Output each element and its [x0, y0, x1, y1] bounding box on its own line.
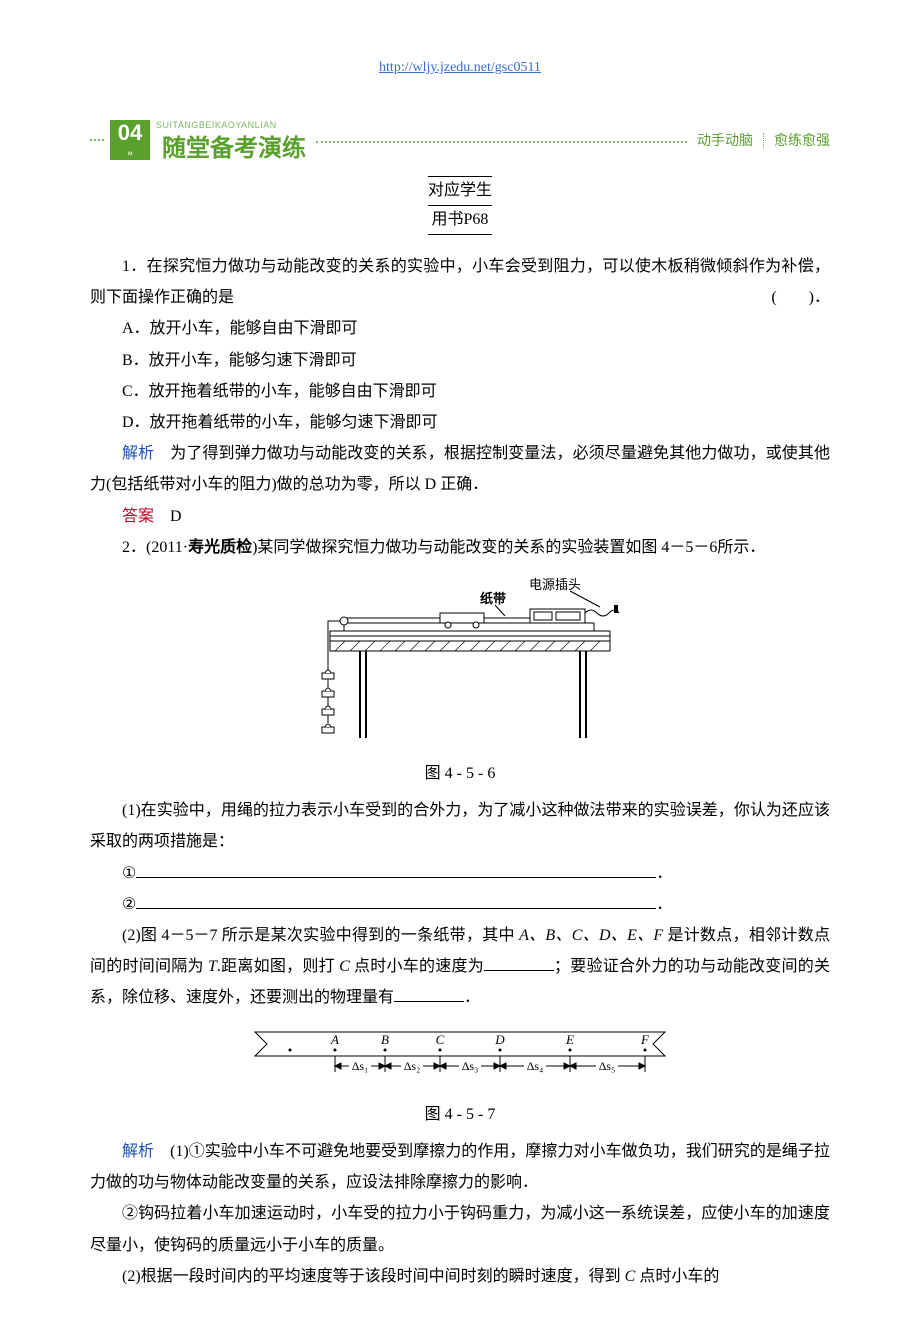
q1-answer: 答案 D: [90, 501, 830, 532]
q2-explain-1-text: (1)①实验中小车不可避免地要受到摩擦力的作用，摩擦力对小车做负功，我们研究的是…: [90, 1143, 830, 1191]
q2-stem-bold: 寿光质检: [188, 539, 252, 556]
q1-stem: 1．在探究恒力做功与动能改变的关系的实验中，小车会受到阻力，可以使木板稍微倾斜作…: [90, 251, 830, 313]
q2-stem: 2．(2011·寿光质检)某同学做探究恒力做功与动能改变的关系的实验装置如图 4…: [90, 532, 830, 563]
svg-text:Δs₂: Δs₂: [404, 1059, 421, 1073]
q1-answer-text: D: [154, 508, 182, 525]
q2-blank1-tail: ．: [656, 865, 672, 882]
svg-text:B: B: [381, 1032, 389, 1047]
reference-box: 对应学生 用书P68: [90, 174, 830, 237]
q1-explain-text: 为了得到弹力做功与动能改变的关系，根据控制变量法，必须尽量避免其他力做功，或使其…: [90, 445, 830, 493]
body: 1．在探究恒力做功与动能改变的关系的实验中，小车会受到阻力，可以使木板稍微倾斜作…: [90, 251, 830, 1292]
svg-text:A: A: [330, 1032, 339, 1047]
q2-blank2-tail: ．: [656, 896, 672, 913]
banner-slogan-left: 动手动脑: [697, 132, 753, 148]
q2-explain-3a: (2)根据一段时间内的平均速度等于该段时间中间时刻的瞬时速度，得到: [122, 1268, 625, 1285]
q1-stem-text: 1．在探究恒力做功与动能改变的关系的实验中，小车会受到阻力，可以使木板稍微倾斜作…: [90, 258, 830, 306]
blank-line-3: [484, 954, 554, 971]
q1-option-c: C．放开拖着纸带的小车，能够自由下滑即可: [90, 376, 830, 407]
apparatus-diagram: 电源插头 纸带: [300, 573, 620, 743]
q1-option-a: A．放开小车，能够自由下滑即可: [90, 313, 830, 344]
q2-p2-c: .距离如图，则打: [217, 958, 339, 975]
svg-text:Δs₄: Δs₄: [527, 1059, 544, 1073]
svg-text:C: C: [436, 1032, 445, 1047]
banner-number-box: 04 »: [110, 120, 150, 160]
banner-slogan-sep: [763, 133, 764, 149]
q2-explain-label: 解析: [122, 1143, 154, 1160]
svg-text:D: D: [494, 1032, 505, 1047]
reference-bottom: 用书P68: [428, 208, 492, 232]
svg-text:Δs₃: Δs₃: [462, 1059, 479, 1073]
q2-stem-a: 2．(2011·: [122, 539, 188, 556]
q2-explain-1: 解析 (1)①实验中小车不可避免地要受到摩擦力的作用，摩擦力对小车做负功，我们研…: [90, 1136, 830, 1198]
q2-blank1-label: ①: [122, 865, 136, 882]
q1-option-d: D．放开拖着纸带的小车，能够匀速下滑即可: [90, 407, 830, 438]
q2-explain-3: (2)根据一段时间内的平均速度等于该段时间中间时刻的瞬时速度，得到 C 点时小车…: [90, 1261, 830, 1292]
blank-line-2: [136, 892, 656, 909]
figure-4-5-6: 电源插头 纸带: [90, 573, 830, 754]
tape-diagram: A B C D E F: [245, 1024, 675, 1084]
figure-4-5-6-caption: 图 4 - 5 - 6: [90, 758, 830, 789]
q2-part2: (2)图 4－5－7 所示是某次实验中得到的一条纸带，其中 A、B、C、D、E、…: [90, 920, 830, 1014]
q2-stem-b: )某同学做探究恒力做功与动能改变的关系的实验装置如图 4－5－6所示．: [252, 539, 765, 556]
q2-p2-f: ．: [464, 989, 480, 1006]
reference-top: 对应学生: [428, 179, 492, 203]
page: http://wljy.jzedu.net/gsc0511 04 » SUITA…: [0, 0, 920, 1332]
banner-dots-left: [90, 139, 104, 141]
q1-explain: 解析 为了得到弹力做功与动能改变的关系，根据控制变量法，必须尽量避免其他力做功，…: [90, 438, 830, 500]
q2-p2-letters: A、B、C、D、E、F: [519, 927, 663, 944]
banner-dots-right: [316, 141, 687, 143]
q2-blank2-label: ②: [122, 896, 136, 913]
q2-blank2: ②．: [90, 889, 830, 920]
q2-p2-d: 点时小车的速度为: [350, 958, 484, 975]
q1-paren: ( )．: [739, 282, 830, 313]
q2-p2-C: C: [339, 958, 350, 975]
blank-line-4: [394, 985, 464, 1002]
q1-explain-label: 解析: [122, 445, 154, 462]
banner-number: 04: [118, 122, 142, 144]
figure-4-5-7: A B C D E F: [90, 1024, 830, 1095]
banner-arrows: »: [127, 146, 133, 158]
label-power-plug: 电源插头: [529, 577, 581, 592]
svg-text:F: F: [640, 1032, 650, 1047]
q2-explain-3C: C: [625, 1268, 636, 1285]
banner-pinyin: SUITANGBEIKAOYANLIAN: [156, 120, 277, 130]
header-url[interactable]: http://wljy.jzedu.net/gsc0511: [90, 60, 830, 76]
q2-p2-T: T: [208, 958, 217, 975]
q2-p2-a: (2)图 4－5－7 所示是某次实验中得到的一条纸带，其中: [122, 927, 519, 944]
q1-answer-label: 答案: [122, 508, 154, 525]
banner-slogan: 动手动脑 愈练愈强: [697, 130, 830, 150]
label-tape: 纸带: [480, 591, 506, 606]
q2-blank1: ①．: [90, 858, 830, 889]
q1-option-b: B．放开小车，能够匀速下滑即可: [90, 345, 830, 376]
figure-4-5-7-caption: 图 4 - 5 - 7: [90, 1099, 830, 1130]
q2-explain-2: ②钩码拉着小车加速运动时，小车受的拉力小于钩码重力，为减小这一系统误差，应使小车…: [90, 1198, 830, 1260]
blank-line-1: [136, 861, 656, 878]
svg-text:Δs₅: Δs₅: [599, 1059, 616, 1073]
svg-text:Δs₁: Δs₁: [352, 1059, 369, 1073]
banner-title: 随堂备考演练: [162, 128, 306, 163]
svg-text:E: E: [565, 1032, 574, 1047]
banner-slogan-right: 愈练愈强: [774, 132, 830, 148]
q2-explain-3b: 点时小车的: [635, 1268, 719, 1285]
section-banner: 04 » SUITANGBEIKAOYANLIAN 随堂备考演练 动手动脑 愈练…: [90, 116, 830, 164]
q2-part1: (1)在实验中，用绳的拉力表示小车受到的合外力，为了减小这种做法带来的实验误差，…: [90, 795, 830, 857]
